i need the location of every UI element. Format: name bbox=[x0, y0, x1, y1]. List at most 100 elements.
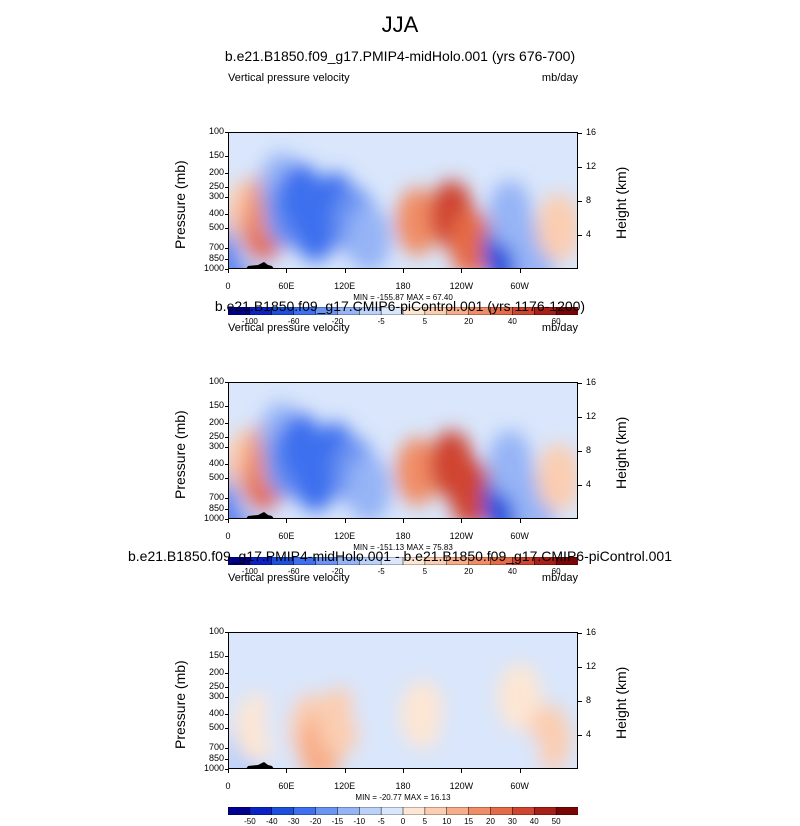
x-tick-label: 60E bbox=[278, 781, 295, 791]
x-tick-label: 0 bbox=[225, 281, 231, 291]
y-tick-label: 150 bbox=[208, 400, 224, 411]
x-tick-label: 120W bbox=[449, 531, 474, 541]
min-max-label: MIN = -155.87 MAX = 67.40 bbox=[353, 293, 453, 302]
x-tick-mark bbox=[519, 519, 521, 523]
y-tick-label: 100 bbox=[208, 376, 224, 386]
y-tick-label: 150 bbox=[208, 150, 224, 161]
x-tick-label: 0 bbox=[225, 781, 231, 791]
y-tick-label: 850 bbox=[208, 503, 224, 514]
y-tick-label: 1000 bbox=[203, 763, 224, 773]
y-tick-label: 850 bbox=[208, 753, 224, 764]
colorbar-tick-label: 20 bbox=[464, 567, 474, 576]
y2-axis-label: Height (km) bbox=[613, 166, 629, 239]
field-cell-9 bbox=[400, 680, 445, 749]
y-tick-label: 200 bbox=[208, 167, 224, 178]
y-tick-label: 400 bbox=[208, 458, 224, 469]
y2-tick-label: 4 bbox=[586, 479, 592, 489]
field-cell-19 bbox=[536, 193, 578, 262]
x-tick-label: 60W bbox=[510, 781, 529, 791]
y-tick-label: 250 bbox=[208, 680, 224, 691]
colorbar-swatch bbox=[380, 807, 404, 815]
colorbar-swatch bbox=[402, 807, 426, 815]
y-tick-mark bbox=[225, 423, 228, 425]
x-tick-label: 180 bbox=[395, 531, 411, 541]
y-tick-mark bbox=[225, 436, 228, 438]
colorbar-swatch bbox=[555, 557, 578, 565]
y-tick-mark bbox=[225, 197, 228, 199]
y-tick-label: 500 bbox=[208, 221, 224, 232]
y2-tick-mark bbox=[578, 235, 582, 236]
field-cell-13 bbox=[497, 728, 542, 769]
x-tick-label: 180 bbox=[395, 281, 411, 291]
x-tick-mark bbox=[403, 269, 404, 273]
colorbar-swatch bbox=[512, 807, 535, 815]
x-tick-label: 120E bbox=[334, 531, 356, 541]
x-tick-mark bbox=[519, 269, 521, 273]
figure-title: JJA bbox=[381, 12, 419, 37]
colorbar-tick-label: -60 bbox=[287, 317, 300, 326]
y-tick-mark bbox=[225, 497, 228, 499]
y-tick-mark bbox=[225, 156, 228, 158]
field-cell-12 bbox=[346, 204, 391, 269]
colorbar-swatch bbox=[490, 807, 514, 815]
min-max-label: MIN = -20.77 MAX = 16.13 bbox=[355, 793, 451, 802]
x-tick-mark bbox=[344, 269, 346, 273]
x-tick-label: 60E bbox=[278, 531, 295, 541]
y2-tick-label: 8 bbox=[586, 445, 592, 455]
x-tick-label: 120E bbox=[334, 281, 356, 291]
colorbar-tick-label: 5 bbox=[422, 317, 428, 326]
y-tick-mark bbox=[225, 132, 228, 133]
colorbar-swatch bbox=[271, 807, 295, 815]
colorbar-tick-label: 20 bbox=[464, 317, 474, 326]
x-tick-mark bbox=[228, 519, 229, 523]
units-label: mb/day bbox=[541, 72, 578, 84]
x-tick-mark bbox=[461, 269, 463, 273]
field-cell-10 bbox=[439, 693, 484, 762]
y-axis-label: Pressure (mb) bbox=[172, 409, 188, 499]
x-tick-mark bbox=[403, 519, 404, 523]
y-tick-mark bbox=[225, 247, 228, 249]
colorbar-swatch bbox=[293, 807, 317, 815]
x-tick-mark bbox=[519, 769, 521, 773]
colorbar-tick-label: -100 bbox=[241, 567, 258, 576]
x-tick-label: 60W bbox=[510, 281, 529, 291]
y2-tick-mark bbox=[578, 133, 582, 134]
y-tick-mark bbox=[225, 214, 228, 216]
y2-tick-mark bbox=[578, 451, 582, 452]
y-tick-label: 700 bbox=[208, 491, 224, 502]
units-label: mb/day bbox=[541, 322, 578, 334]
y-tick-label: 150 bbox=[208, 650, 224, 661]
variable-label: Vertical pressure velocity bbox=[228, 72, 350, 84]
field-cell-13 bbox=[395, 437, 440, 506]
y-tick-mark bbox=[225, 406, 228, 408]
y-tick-label: 250 bbox=[208, 180, 224, 191]
x-tick-mark bbox=[344, 769, 346, 773]
x-tick-mark bbox=[461, 519, 463, 523]
colorbar-tick-label: -5 bbox=[377, 317, 385, 326]
variable-label: Vertical pressure velocity bbox=[228, 322, 350, 334]
y-tick-mark bbox=[225, 186, 228, 188]
topography-mask bbox=[246, 512, 274, 519]
topography-mask bbox=[246, 762, 274, 769]
y-tick-mark bbox=[225, 747, 228, 749]
y-tick-mark bbox=[225, 673, 228, 675]
y2-axis-label: Height (km) bbox=[613, 416, 629, 489]
y2-tick-label: 4 bbox=[586, 729, 592, 739]
y-tick-label: 100 bbox=[208, 626, 224, 636]
y-tick-label: 400 bbox=[208, 208, 224, 219]
y-tick-mark bbox=[225, 227, 228, 229]
field-cell-6 bbox=[317, 687, 362, 756]
y-tick-label: 300 bbox=[208, 691, 224, 702]
colorbar-swatch bbox=[468, 807, 492, 815]
y-axis-label: Pressure (mb) bbox=[172, 159, 188, 249]
panel-title: b.e21.B1850.f09_g17.CMIP6-piControl.001 … bbox=[214, 298, 586, 314]
plot-frame bbox=[228, 132, 578, 269]
x-tick-label: 60E bbox=[278, 281, 295, 291]
x-tick-mark bbox=[461, 769, 463, 773]
y-tick-mark bbox=[225, 173, 228, 175]
field-cell-15 bbox=[449, 209, 494, 269]
x-tick-label: 120W bbox=[449, 781, 474, 791]
y-tick-mark bbox=[225, 519, 228, 520]
colorbar-swatch bbox=[446, 807, 470, 815]
colorbar-tick-label: -5 bbox=[377, 567, 385, 576]
